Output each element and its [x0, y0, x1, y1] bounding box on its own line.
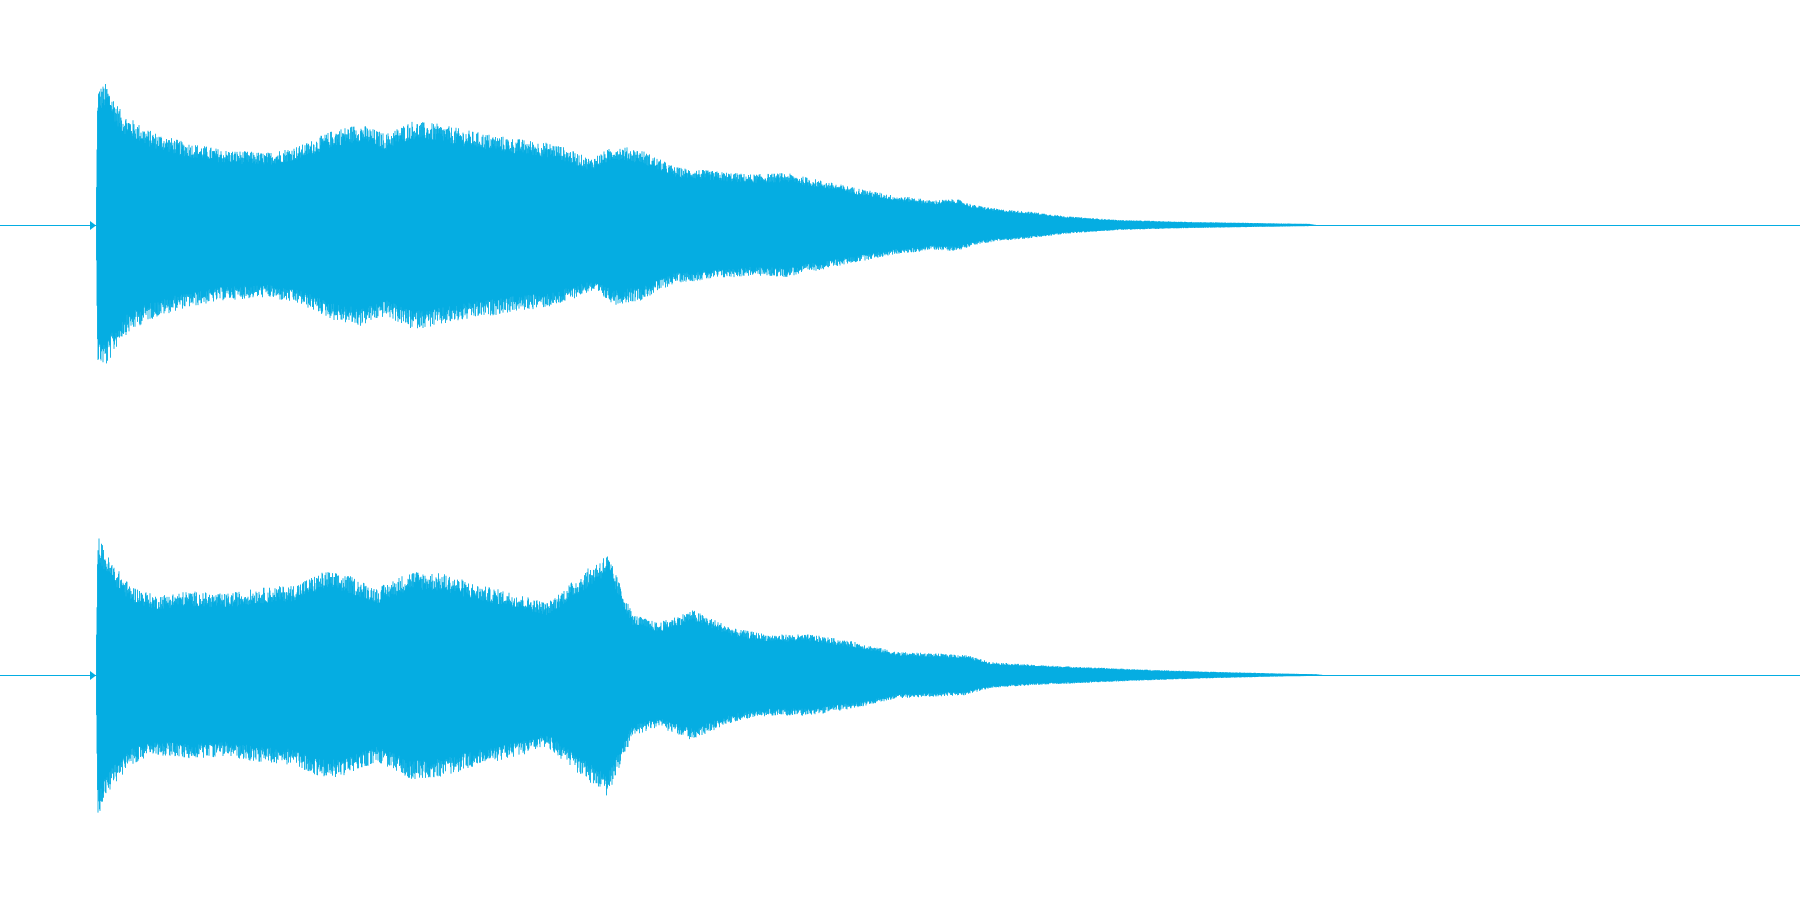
channel-right-start-marker-icon	[90, 671, 96, 680]
channel-left-waveform	[96, 84, 1316, 364]
channel-left	[0, 84, 1800, 364]
channel-right-waveform	[96, 538, 1323, 813]
channel-left-start-marker-icon	[90, 221, 96, 230]
channel-right	[0, 538, 1800, 813]
